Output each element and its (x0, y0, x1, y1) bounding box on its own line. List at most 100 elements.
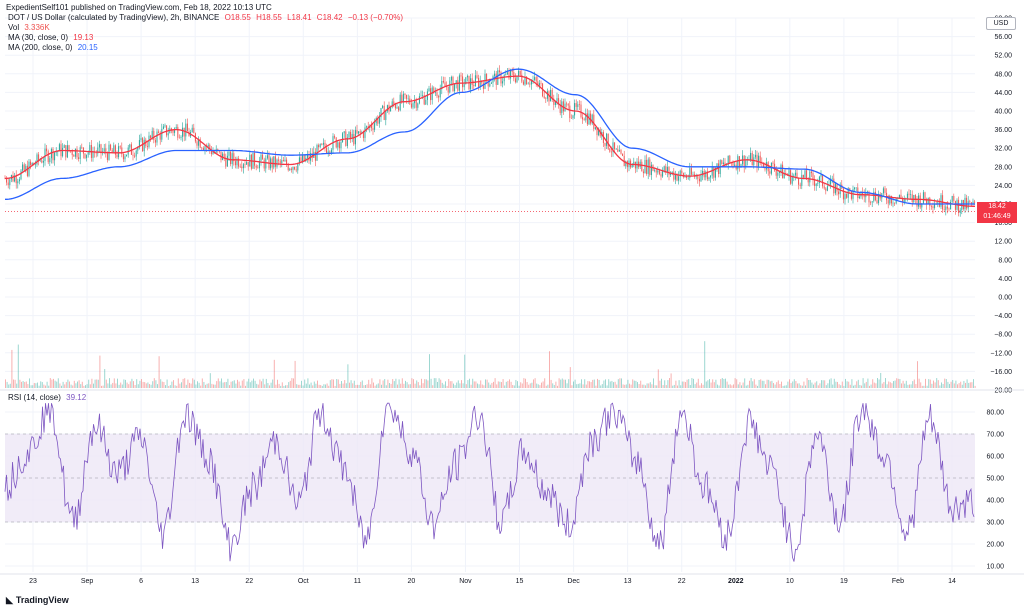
volume-bar (629, 383, 630, 388)
volume-bar (243, 379, 245, 388)
candle-body (262, 154, 264, 160)
candle-body (402, 93, 404, 103)
candle-body (71, 150, 73, 156)
volume-bar (641, 384, 643, 388)
volume-bar (8, 384, 10, 388)
volume-bar (558, 378, 560, 388)
symbol-legend[interactable]: DOT / US Dollar (calculated by TradingVi… (8, 13, 406, 23)
candle-body (642, 171, 644, 174)
volume-bar (232, 381, 234, 388)
candle-body (39, 160, 41, 161)
volume-bar (158, 356, 160, 388)
ma30-legend[interactable]: MA (30, close, 0) 19.13 (8, 33, 93, 43)
candle-body (198, 139, 200, 146)
candle-body (721, 160, 723, 165)
volume-bar (808, 379, 810, 388)
candle-body (446, 86, 448, 88)
candle-body (486, 73, 488, 81)
volume-bar (681, 381, 683, 388)
candle-body (615, 149, 617, 150)
volume-bar (94, 379, 96, 388)
candle-body (702, 170, 704, 176)
volume-bar (805, 385, 806, 388)
candle-body (98, 144, 100, 148)
candle-body (705, 171, 707, 178)
candle-body (242, 164, 244, 169)
candle-body (268, 155, 270, 169)
candle-body (244, 164, 246, 165)
candle-body (572, 115, 574, 119)
candle-body (207, 144, 209, 147)
candle-body (754, 154, 756, 158)
volume-bar (269, 385, 270, 388)
candle-body (890, 195, 892, 204)
candle-body (6, 178, 8, 183)
low-value: L18.41 (287, 13, 312, 22)
volume-bar (432, 385, 434, 388)
volume-bar (632, 379, 634, 388)
candle-body (948, 208, 950, 210)
volume-bar (856, 381, 858, 388)
ma200-legend[interactable]: MA (200, close, 0) 20.15 (8, 43, 98, 53)
volume-bar (833, 378, 835, 388)
volume-bar (670, 373, 672, 388)
candle-body (300, 157, 302, 163)
volume-bar (168, 385, 170, 388)
volume-bar (649, 382, 651, 388)
candle-body (838, 191, 840, 195)
volume-bar (800, 385, 802, 388)
volume-bar (782, 385, 784, 388)
volume-bar (265, 378, 267, 388)
volume-bar (817, 385, 819, 388)
candle-body (692, 174, 694, 175)
candle-body (324, 142, 326, 148)
volume-bar (968, 382, 970, 388)
candle-body (23, 164, 25, 171)
volume-bar (520, 382, 522, 388)
candle-body (100, 144, 102, 154)
currency-button[interactable]: USD (986, 17, 1016, 30)
candle-body (186, 123, 188, 132)
volume-bar (102, 385, 104, 388)
volume-bar (144, 382, 146, 388)
volume-bar (864, 383, 866, 388)
volume-bar (664, 380, 666, 388)
candle-body (196, 141, 198, 146)
candle-body (106, 153, 108, 160)
volume-bar (659, 380, 661, 388)
rsi-legend[interactable]: RSI (14, close) 39.12 (8, 393, 86, 403)
volume-bar (85, 385, 86, 388)
candle-body (158, 131, 160, 133)
candle-body (380, 108, 382, 118)
volume-bar (952, 380, 954, 388)
volume-bar (480, 380, 482, 388)
volume-bar (256, 383, 258, 388)
candle-body (385, 111, 387, 120)
volume-bar (227, 378, 229, 388)
candle-body (220, 151, 222, 161)
candle-body (319, 143, 321, 148)
candle-body (788, 170, 790, 176)
candle-body (466, 75, 468, 78)
volume-bar (590, 382, 592, 388)
candle-body (231, 153, 233, 165)
volume-bar (11, 349, 13, 388)
candle-body (974, 201, 976, 203)
vol-legend[interactable]: Vol 3.336K (8, 23, 50, 33)
volume-bar (715, 379, 717, 388)
tradingview-logo[interactable]: ◣ TradingView (6, 595, 69, 606)
volume-bar (926, 385, 928, 388)
candle-body (234, 161, 236, 166)
volume-bar (331, 379, 333, 388)
volume-bar (321, 385, 323, 388)
candle-body (502, 81, 504, 84)
candle-body (433, 87, 435, 93)
candle-body (898, 194, 900, 199)
candle-body (370, 125, 372, 129)
candle-body (574, 103, 576, 116)
candle-body (687, 177, 689, 179)
candle-body (105, 148, 107, 154)
candle-body (796, 172, 798, 179)
candle-body (442, 80, 444, 83)
